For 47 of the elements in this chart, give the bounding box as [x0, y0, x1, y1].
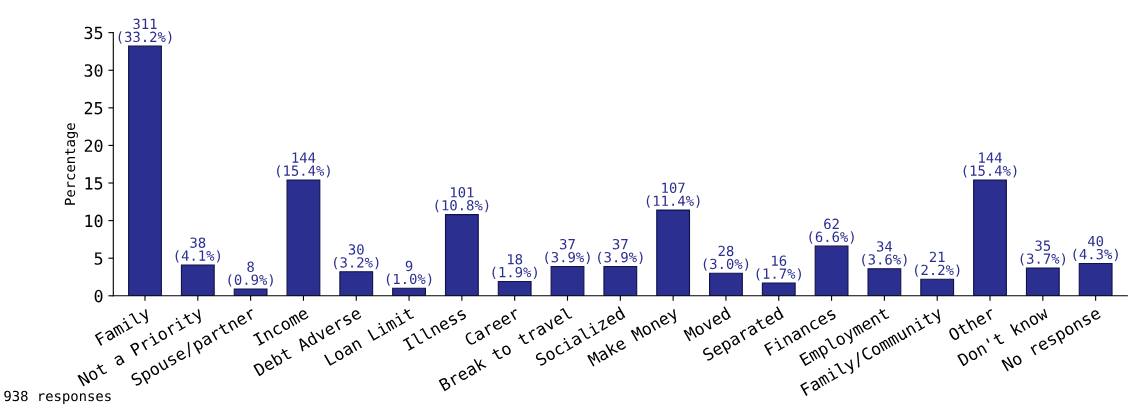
data-label: 107 (11.4%) [646, 182, 700, 208]
data-label: 28 (3.0%) [703, 245, 749, 271]
y-tick-label: 25 [84, 101, 103, 115]
bar [444, 214, 479, 296]
data-label: 21 (2.2%) [915, 251, 960, 277]
data-label: 16 (1.7%) [756, 255, 801, 281]
data-label: 144 (15.4%) [963, 152, 1017, 178]
data-label: 34 (3.6%) [862, 241, 907, 267]
y-tick-label: 0 [94, 289, 103, 303]
data-label: 144 (15.4%) [277, 152, 330, 178]
y-axis-title: Percentage [64, 123, 78, 205]
data-label: 37 (3.9%) [545, 238, 590, 265]
bar [128, 45, 162, 296]
bar [761, 282, 796, 296]
y-tick-label: 10 [85, 214, 103, 228]
bar [550, 265, 585, 296]
data-label: 8 (0.9%) [228, 261, 273, 287]
bar [497, 280, 532, 296]
bar [286, 179, 321, 296]
bar [1025, 267, 1060, 296]
bar [920, 278, 955, 296]
bar [180, 264, 215, 296]
bar [867, 268, 902, 296]
y-tick-label: 5 [94, 252, 103, 265]
bar [709, 272, 743, 296]
data-label: 311 (33.2%) [118, 18, 172, 44]
bar [973, 179, 1007, 296]
y-tick-label: 35 [84, 26, 103, 40]
bar [814, 245, 849, 296]
data-label: 37 (3.9%) [598, 238, 643, 265]
y-tick-label: 15 [85, 177, 103, 190]
bar [233, 288, 268, 296]
bar [603, 265, 638, 296]
data-label: 62 (6.6%) [809, 218, 854, 244]
bar [656, 209, 691, 296]
data-label: 9 (1.0%) [386, 260, 432, 286]
y-tick-label: 30 [84, 64, 103, 77]
data-label: 101 (10.8%) [435, 187, 489, 213]
bar [339, 271, 374, 296]
bar [1078, 262, 1113, 296]
data-label: 30 (3.2%) [334, 244, 379, 270]
data-label: 18 (1.9%) [492, 253, 537, 280]
y-tick-label: 20 [84, 139, 103, 153]
data-label: 40 (4.3%) [1073, 235, 1118, 262]
data-label: 38 (4.1%) [175, 237, 220, 263]
text: 938 responses [4, 390, 111, 404]
data-label: 35 (3.7%) [1020, 240, 1066, 266]
